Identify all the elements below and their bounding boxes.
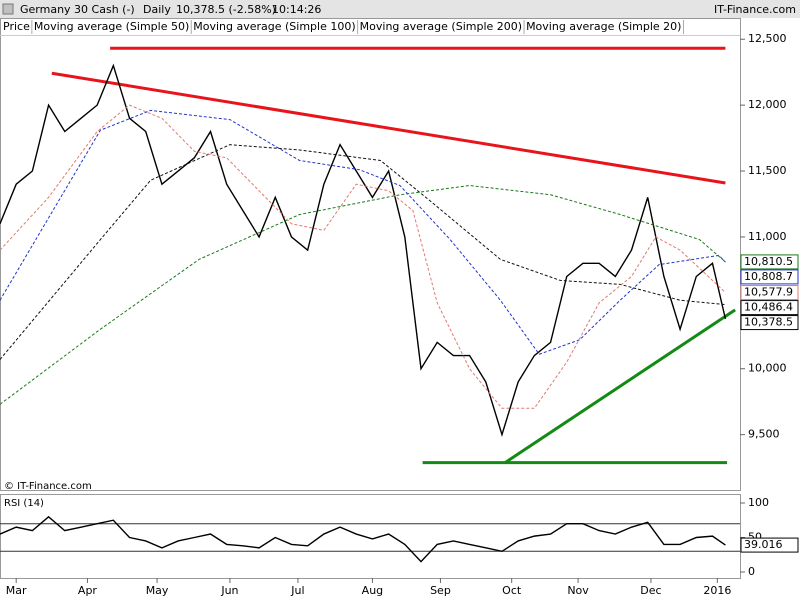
- moving-average-line: [0, 144, 726, 360]
- x-tick-label: 2016: [703, 584, 731, 597]
- legend-entry: Moving average (Simple 20): [526, 20, 681, 33]
- y-tick-label: 12,500: [748, 32, 787, 45]
- y-tick-label: 10,000: [748, 362, 787, 375]
- x-tick-label: Oct: [502, 584, 522, 597]
- last-value-box: [740, 285, 799, 301]
- last-value-label: 10,577.9: [744, 286, 793, 299]
- moving-average-line: [0, 185, 726, 405]
- last-value-label: 39.016: [744, 538, 783, 551]
- interval: Daily: [143, 3, 171, 16]
- x-tick-label: Jun: [220, 584, 238, 597]
- last-value-box: [740, 537, 799, 553]
- y-tick-label: 12,000: [748, 98, 787, 111]
- menu-icon[interactable]: [2, 3, 14, 15]
- x-tick-label: Apr: [78, 584, 98, 597]
- y-tick-label: 100: [748, 496, 769, 509]
- trend-line: [504, 308, 736, 464]
- x-tick-label: Aug: [362, 584, 383, 597]
- y-tick-label: 9,500: [748, 428, 780, 441]
- watermark: © IT-Finance.com: [4, 481, 92, 492]
- last-value-label: 10,378.5: [744, 316, 793, 329]
- trend-line: [51, 71, 726, 185]
- legend-entry: Price: [3, 20, 30, 33]
- x-tick-label: Sep: [430, 584, 451, 597]
- y-tick-label: 0: [748, 565, 755, 578]
- x-tick-label: May: [146, 584, 169, 597]
- legend-entry: Moving average (Simple 100): [193, 20, 355, 33]
- price-line: [0, 515, 726, 563]
- last-value-label: 10,810.5: [744, 255, 793, 268]
- legend-entry: Moving average (Simple 200): [360, 20, 522, 33]
- time: 10:14:26: [272, 3, 321, 16]
- last-value-box: [740, 315, 799, 331]
- instrument-title: Germany 30 Cash (-): [20, 3, 135, 16]
- last-value-label: 10,808.7: [744, 270, 793, 283]
- last-value-box: [740, 254, 799, 270]
- last-value-box: [740, 300, 799, 316]
- last-value-box: [740, 269, 799, 285]
- source: IT-Finance.com: [714, 3, 796, 16]
- price-line: [0, 63, 727, 438]
- x-tick-label: Mar: [6, 584, 27, 597]
- x-tick-label: Dec: [640, 584, 661, 597]
- x-tick-label: Jul: [290, 584, 304, 597]
- y-tick-label: 11,500: [748, 164, 787, 177]
- quote: 10,378.5 (-2.58%): [176, 3, 276, 16]
- moving-average-line: [0, 104, 726, 409]
- header-bar: [0, 0, 800, 18]
- moving-average-line: [0, 109, 726, 355]
- last-value-label: 10,486.4: [744, 301, 793, 314]
- y-tick-label: 11,000: [748, 230, 787, 243]
- rsi-title: RSI (14): [4, 498, 44, 509]
- x-tick-label: Nov: [567, 584, 589, 597]
- legend-entry: Moving average (Simple 50): [34, 20, 189, 33]
- rsi-panel: [0, 494, 741, 579]
